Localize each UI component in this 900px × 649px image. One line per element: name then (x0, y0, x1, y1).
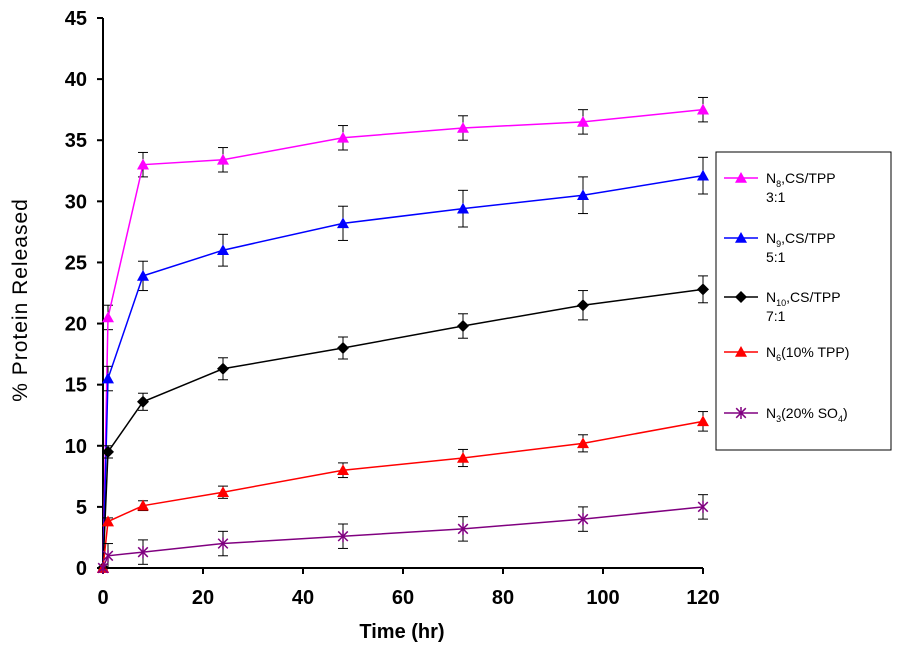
data-point (577, 513, 589, 526)
data-point (337, 530, 349, 543)
legend-entry-4: N6(10% TPP) (724, 344, 849, 363)
data-point (577, 437, 589, 449)
data-point (577, 189, 589, 201)
series-2 (97, 156, 709, 573)
series-layer (97, 96, 709, 574)
series-line (102, 108, 704, 569)
data-point (217, 362, 229, 375)
y-tick-label: 5 (76, 497, 87, 519)
legend-entry-5: N3(20% SO4) (724, 405, 848, 424)
data-point (137, 158, 149, 170)
series-5 (97, 494, 709, 574)
data-point (337, 342, 349, 354)
data-point (97, 562, 109, 574)
data-point (735, 172, 747, 183)
data-point (102, 372, 114, 384)
y-tick-label: 0 (76, 558, 87, 580)
y-tick-label: 30 (65, 191, 87, 213)
legend-label: N10,CS/TPP (766, 289, 841, 308)
legend-box (715, 151, 892, 451)
data-point (102, 445, 114, 458)
data-point (457, 452, 469, 463)
x-tick-label: 80 (492, 587, 514, 609)
data-point (137, 269, 149, 281)
legend-label-line2: 3:1 (766, 189, 786, 205)
data-point (457, 122, 469, 133)
series-1 (97, 96, 709, 573)
axes: 0 5 10 15 20 25 30 35 40 45 0 20 40 60 80 100 120 (65, 8, 720, 609)
data-point (735, 291, 747, 303)
y-tick-label: 20 (65, 314, 87, 336)
x-tick-label: 20 (192, 587, 214, 609)
legend-label-line2: 7:1 (766, 308, 786, 324)
data-point (102, 311, 114, 323)
data-point (577, 299, 589, 312)
data-point (217, 153, 229, 165)
data-point (735, 407, 747, 419)
series-4 (97, 411, 709, 573)
data-point (217, 537, 229, 550)
x-tick-label: 120 (686, 587, 719, 609)
x-tick-label: 40 (292, 587, 314, 609)
data-point (102, 515, 114, 527)
legend-label-line2: 5:1 (766, 249, 786, 265)
data-point (457, 320, 469, 332)
series-line (102, 420, 704, 569)
data-point (735, 346, 747, 357)
data-point (102, 549, 114, 562)
data-point (217, 244, 229, 256)
x-tick-label: 0 (97, 587, 108, 609)
series-line (102, 174, 704, 569)
legend-label: N3(20% SO4) (766, 405, 848, 424)
legend-label: N6(10% TPP) (766, 344, 849, 363)
data-point (457, 202, 469, 214)
data-point (337, 217, 349, 229)
x-tick-label: 100 (586, 587, 619, 609)
series-line (102, 288, 704, 569)
data-point (577, 115, 589, 127)
x-tick-label: 60 (392, 587, 414, 609)
legend-label: N9,CS/TPP (766, 230, 836, 249)
x-axis-title: Time (hr) (359, 621, 444, 643)
data-point (337, 131, 349, 143)
y-tick-label: 10 (65, 436, 87, 458)
data-point (217, 486, 229, 498)
data-point (137, 546, 149, 559)
data-point (457, 522, 469, 535)
data-point (735, 232, 747, 243)
data-point (697, 500, 709, 513)
y-tick-label: 40 (65, 69, 87, 91)
legend-label: N8,CS/TPP (766, 170, 836, 189)
y-tick-label: 15 (65, 375, 87, 397)
data-point (337, 464, 349, 476)
y-tick-label: 35 (65, 130, 87, 152)
series-line (102, 506, 704, 569)
y-axis-title: % Protein Released (9, 198, 32, 402)
data-point (137, 499, 149, 511)
data-point (697, 283, 709, 296)
data-point (697, 415, 709, 427)
data-point (697, 169, 709, 181)
y-tick-label: 25 (65, 252, 87, 274)
data-point (137, 395, 149, 408)
data-point (697, 103, 709, 115)
series-3 (97, 275, 709, 574)
y-tick-label: 45 (65, 8, 87, 30)
